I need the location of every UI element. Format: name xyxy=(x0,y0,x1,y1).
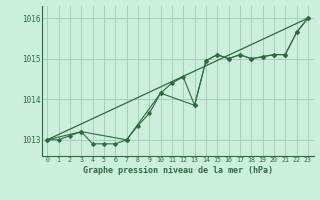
X-axis label: Graphe pression niveau de la mer (hPa): Graphe pression niveau de la mer (hPa) xyxy=(83,166,273,175)
